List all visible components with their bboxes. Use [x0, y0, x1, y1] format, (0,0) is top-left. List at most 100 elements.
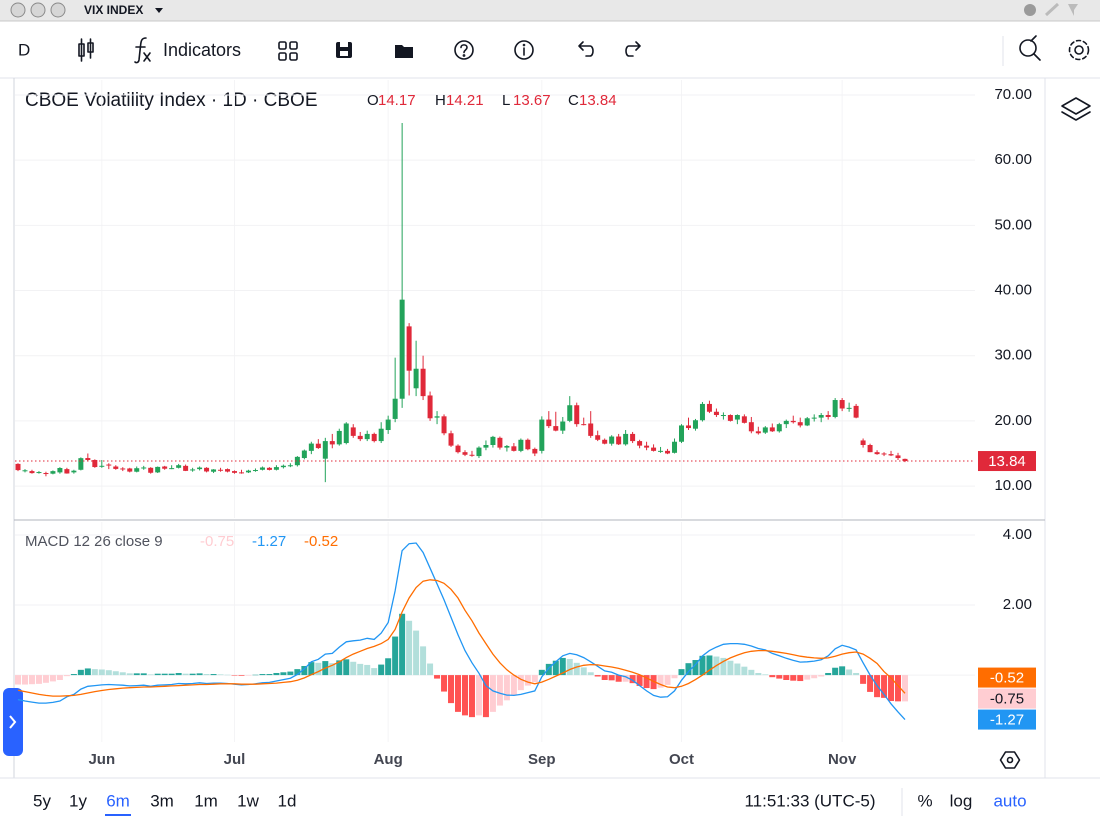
candle-body: [406, 326, 412, 371]
candle-body: [672, 441, 678, 453]
user-icon[interactable]: [1024, 4, 1036, 16]
candles-icon[interactable]: [78, 38, 94, 62]
histogram-bar: [615, 675, 622, 682]
candle-body: [273, 467, 279, 470]
window-title[interactable]: VIX INDEX: [84, 3, 143, 17]
scale-button[interactable]: auto: [993, 791, 1026, 810]
x-tick-label: Nov: [828, 751, 857, 768]
candle-body: [134, 468, 140, 472]
histogram-bar: [119, 672, 126, 676]
x-tick-label: Aug: [374, 751, 403, 768]
candle-body: [357, 435, 363, 440]
candle-body: [755, 431, 761, 434]
macd-title: MACD 12 26 close 9: [25, 533, 163, 550]
indicators-button[interactable]: Indicators: [163, 40, 241, 60]
histogram-bar: [280, 672, 287, 676]
layers-icon[interactable]: [1061, 97, 1091, 121]
candle-body: [427, 395, 433, 419]
search-icon[interactable]: [1019, 35, 1041, 61]
histogram-bar: [552, 660, 559, 676]
candle-body: [560, 421, 566, 431]
histogram-bar: [601, 675, 608, 680]
minimize-button[interactable]: [30, 2, 46, 18]
histogram-bar: [860, 675, 867, 684]
range-button[interactable]: 1w: [237, 791, 259, 810]
scale-button[interactable]: log: [950, 791, 973, 810]
candle-body: [413, 368, 419, 389]
candle-body: [378, 428, 384, 442]
histogram-bar: [49, 675, 56, 682]
help-icon[interactable]: [454, 40, 474, 60]
histogram-bar: [448, 675, 455, 704]
histogram-bar: [84, 668, 91, 676]
range-button[interactable]: 5y: [33, 791, 51, 810]
histogram-bar: [15, 675, 21, 685]
histogram-bar: [434, 675, 441, 679]
macd-line: [17, 542, 906, 721]
candle-body: [630, 433, 636, 442]
histogram-bar: [287, 671, 294, 676]
histogram-bar: [790, 675, 797, 681]
candle-body: [308, 443, 314, 451]
settings-icon[interactable]: [1068, 39, 1090, 61]
range-button[interactable]: 1y: [69, 791, 87, 810]
candle-body: [637, 441, 643, 446]
candle-body: [665, 450, 671, 454]
scale-button[interactable]: %: [917, 791, 932, 810]
window-buttons: [10, 2, 66, 18]
range-button[interactable]: 3m: [150, 791, 174, 810]
layout-icon[interactable]: [278, 41, 298, 61]
range-button[interactable]: 1d: [278, 791, 297, 810]
histogram-bar: [825, 672, 832, 676]
folder-icon[interactable]: [395, 45, 413, 58]
candle-body: [860, 440, 866, 445]
interval-button[interactable]: D: [18, 40, 30, 59]
candle-body: [322, 441, 328, 459]
pin-icon[interactable]: [1068, 4, 1078, 16]
candle-body: [692, 420, 698, 429]
range-button[interactable]: 6m: [106, 791, 130, 810]
candle-body: [245, 470, 251, 473]
histogram-bar: [895, 675, 902, 702]
info-icon[interactable]: [514, 40, 534, 60]
undo-icon[interactable]: [578, 41, 594, 57]
candle-body: [790, 420, 796, 423]
ohlc-key: H: [435, 92, 446, 109]
candle-body: [204, 467, 210, 472]
candle-body: [720, 415, 726, 417]
zoom-button[interactable]: [50, 2, 66, 18]
histogram-bar: [182, 673, 189, 676]
histogram-bar: [35, 675, 42, 684]
candle-body: [846, 407, 852, 409]
histogram-bar: [811, 675, 818, 679]
histogram-bar: [133, 673, 140, 676]
expand-button[interactable]: [3, 688, 23, 756]
ohlc-value: 14.21: [446, 92, 484, 109]
histogram-bar: [580, 667, 587, 676]
candle-body: [329, 441, 335, 445]
redo-icon[interactable]: [625, 41, 641, 57]
link-icon[interactable]: [1044, 2, 1060, 17]
y-tick-label: 20.00: [994, 412, 1032, 429]
fx-icon[interactable]: [134, 37, 151, 64]
candle-body: [92, 459, 98, 468]
histogram-bar: [140, 673, 147, 676]
range-button[interactable]: 1m: [194, 791, 218, 810]
histogram-bar: [461, 675, 468, 716]
macd-value-label: -1.27: [990, 712, 1024, 729]
histogram-bar: [545, 663, 552, 676]
histogram-bar: [783, 675, 790, 680]
candle-body: [43, 473, 49, 475]
save-icon[interactable]: [336, 42, 352, 58]
histogram-bar: [175, 672, 182, 676]
histogram-bar: [378, 664, 385, 676]
histogram-bar: [531, 675, 538, 683]
histogram-bar: [629, 675, 636, 684]
histogram-bar: [762, 674, 769, 676]
candle-body: [155, 466, 161, 473]
close-button[interactable]: [10, 2, 26, 18]
axis-settings-icon[interactable]: [999, 751, 1021, 769]
histogram-bar: [755, 672, 762, 676]
macd-value-label: -0.52: [990, 670, 1024, 687]
candle-body: [651, 447, 657, 451]
